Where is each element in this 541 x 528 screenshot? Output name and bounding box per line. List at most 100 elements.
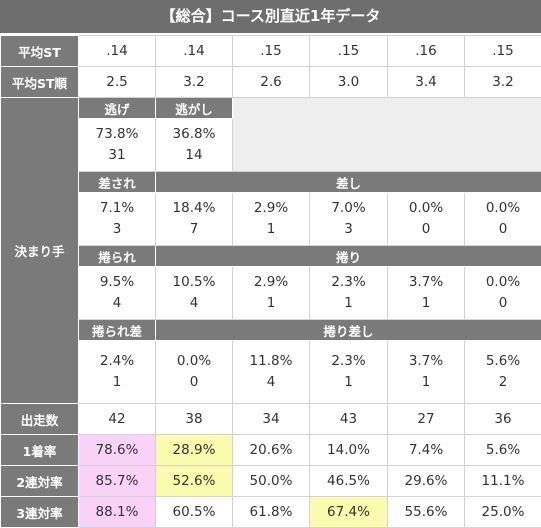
sashi-count: 3 [310, 219, 387, 240]
sashi-cell: 7.0% 3 [310, 193, 388, 246]
sashi-cell: 0.0% 0 [388, 193, 465, 246]
makuri-count: 1 [388, 293, 464, 314]
makurare-sa-pct: 2.4% [79, 351, 155, 372]
avg-st-rank-cell: 2.5 [79, 67, 156, 98]
sasare-header: 差され [79, 172, 156, 193]
makuri-pct: 10.5% [156, 272, 232, 293]
makuri-sashi-cell: 3.7% 1 [388, 341, 465, 404]
top3-rate-cell: 61.8% [233, 497, 310, 528]
makuri-sashi-header: 捲り差し [156, 320, 541, 341]
sashi-pct: 7.0% [310, 198, 387, 219]
win-rate-cell: 28.9% [156, 435, 233, 466]
makuri-sashi-header-row: 捲られ差 捲り差し [1, 320, 541, 341]
avg-st-rank-cell: 3.4 [388, 67, 465, 98]
nige-cell: 73.8% 31 [79, 119, 156, 172]
avg-st-cell: .15 [233, 36, 310, 67]
avg-st-rank-cell: 3.2 [156, 67, 233, 98]
sashi-cell: 2.9% 1 [233, 193, 310, 246]
makuri-sashi-pct: 11.8% [233, 351, 309, 372]
makuri-sashi-cell: 2.3% 1 [310, 341, 388, 404]
nigashi-pct: 36.8% [156, 124, 232, 145]
makurare-sa-count: 1 [79, 372, 155, 393]
makuri-sashi-count: 1 [310, 372, 387, 393]
top2-rate-cell: 46.5% [310, 466, 388, 497]
starts-cell: 34 [233, 404, 310, 435]
makuri-pct: 2.3% [310, 272, 387, 293]
makuri-cell: 10.5% 4 [156, 267, 233, 320]
avg-st-rank-row: 平均ST順 2.5 3.2 2.6 3.0 3.4 3.2 [1, 67, 541, 98]
makuri-sashi-pct: 3.7% [388, 351, 464, 372]
nigashi-cell: 36.8% 14 [156, 119, 233, 172]
nige-header: 逃げ [79, 98, 156, 119]
sashi-pct: 18.4% [156, 198, 232, 219]
makuri-sashi-pct: 0.0% [156, 351, 232, 372]
makuri-sashi-cell: 5.6% 2 [465, 341, 541, 404]
makuri-sashi-pct: 2.3% [310, 351, 387, 372]
top2-rate-cell: 85.7% [79, 466, 156, 497]
sashi-pct: 2.9% [233, 198, 309, 219]
blank-area [233, 98, 541, 172]
sasare-count: 3 [79, 219, 155, 240]
top2-rate-cell: 11.1% [465, 466, 541, 497]
starts-cell: 27 [388, 404, 465, 435]
top2-rate-cell: 50.0% [233, 466, 310, 497]
sashi-count: 0 [465, 219, 541, 240]
row-header-avg-st-rank: 平均ST順 [1, 67, 79, 98]
sashi-count: 0 [388, 219, 464, 240]
makuri-sashi-pct: 5.6% [465, 351, 541, 372]
sashi-cell: 0.0% 0 [465, 193, 541, 246]
win-rate-cell: 14.0% [310, 435, 388, 466]
top3-rate-cell: 88.1% [79, 497, 156, 528]
makuri-sashi-cell: 11.8% 4 [233, 341, 310, 404]
starts-cell: 42 [79, 404, 156, 435]
course-data-table: 平均ST .14 .14 .15 .15 .16 .15 平均ST順 2.5 3… [0, 35, 541, 528]
makuri-count: 0 [465, 293, 541, 314]
row-header-starts: 出走数 [1, 404, 79, 435]
sashi-header-row: 差され 差し [1, 172, 541, 193]
starts-cell: 38 [156, 404, 233, 435]
makuri-sashi-count: 0 [156, 372, 232, 393]
starts-cell: 36 [465, 404, 541, 435]
top3-rate-cell: 25.0% [465, 497, 541, 528]
avg-st-row: 平均ST .14 .14 .15 .15 .16 .15 [1, 36, 541, 67]
makurare-cell: 9.5% 4 [79, 267, 156, 320]
makuri-sashi-values-row: 2.4% 1 0.0% 0 11.8% 4 2.3% 1 3.7% 1 5.6%… [1, 341, 541, 404]
makuri-cell: 2.9% 1 [233, 267, 310, 320]
table-title: 【総合】コース別直近1年データ [0, 0, 541, 33]
makuri-count: 1 [310, 293, 387, 314]
makuri-header: 捲り [156, 246, 541, 267]
win-rate-cell: 78.6% [79, 435, 156, 466]
avg-st-cell: .14 [156, 36, 233, 67]
avg-st-cell: .15 [310, 36, 388, 67]
makurare-header: 捲られ [79, 246, 156, 267]
makuri-cell: 0.0% 0 [465, 267, 541, 320]
makurare-sa-cell: 2.4% 1 [79, 341, 156, 404]
sashi-pct: 0.0% [388, 198, 464, 219]
avg-st-rank-cell: 2.6 [233, 67, 310, 98]
nigashi-count: 14 [156, 145, 232, 166]
top3-rate-cell: 60.5% [156, 497, 233, 528]
avg-st-rank-cell: 3.2 [465, 67, 541, 98]
avg-st-cell: .16 [388, 36, 465, 67]
win-rate-cell: 20.6% [233, 435, 310, 466]
starts-cell: 43 [310, 404, 388, 435]
makurare-pct: 9.5% [79, 272, 155, 293]
makuri-cell: 2.3% 1 [310, 267, 388, 320]
nigashi-header: 逃がし [156, 98, 233, 119]
makuri-count: 4 [156, 293, 232, 314]
makuri-sashi-count: 2 [465, 372, 541, 393]
row-header-kimarite: 決まり手 [1, 98, 79, 404]
sashi-cell: 18.4% 7 [156, 193, 233, 246]
nige-count: 31 [79, 145, 155, 166]
win-rate-cell: 7.4% [388, 435, 465, 466]
row-header-avg-st: 平均ST [1, 36, 79, 67]
makuri-values-row: 9.5% 4 10.5% 4 2.9% 1 2.3% 1 3.7% 1 0.0%… [1, 267, 541, 320]
avg-st-cell: .14 [79, 36, 156, 67]
makurare-count: 4 [79, 293, 155, 314]
win-rate-row: 1着率 78.6% 28.9% 20.6% 14.0% 7.4% 5.6% [1, 435, 541, 466]
nige-pct: 73.8% [79, 124, 155, 145]
makurare-sa-header: 捲られ差 [79, 320, 156, 341]
makuri-count: 1 [233, 293, 309, 314]
makuri-sashi-count: 1 [388, 372, 464, 393]
top3-rate-cell: 55.6% [388, 497, 465, 528]
